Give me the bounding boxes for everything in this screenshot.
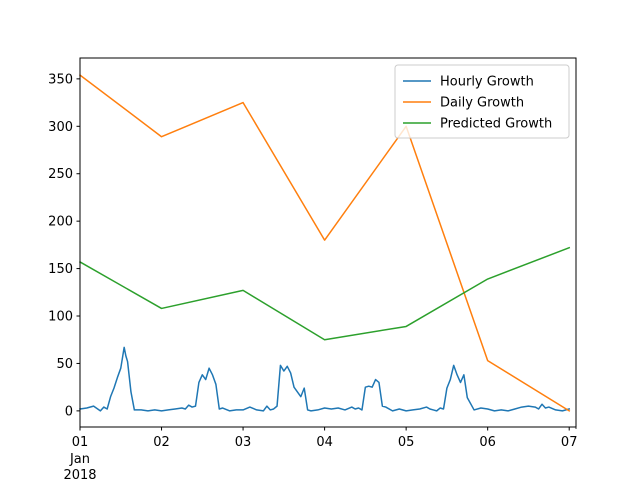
series-line-2 — [78, 74, 571, 412]
x-tick-label: 01 — [72, 435, 89, 450]
series-layer — [78, 74, 571, 412]
y-tick-label: 200 — [48, 215, 73, 230]
x-tick-sublabel-month: Jan — [69, 452, 90, 467]
legend-label-2: Daily Growth — [440, 96, 524, 111]
x-tick-label: 02 — [153, 435, 170, 450]
legend: Hourly Growth Daily Growth Predicted Growt… — [394, 64, 570, 139]
y-tick-label: 100 — [48, 310, 73, 325]
x-tick-label: 05 — [398, 435, 415, 450]
y-axis: 0 50 100 150 200 250 300 350 — [48, 72, 80, 419]
x-tick-sublabel-year: 2018 — [63, 468, 96, 480]
x-tick-label: 04 — [316, 435, 333, 450]
x-tick-label: 03 — [235, 435, 252, 450]
legend-label-3: Predicted Growth — [440, 117, 552, 132]
x-tick-label: 06 — [479, 435, 496, 450]
series-line-3 — [78, 246, 571, 341]
legend-label-1: Hourly Growth — [440, 75, 534, 90]
axes-frame — [79, 57, 577, 428]
y-tick-label: 350 — [48, 72, 73, 87]
y-tick-label: 250 — [48, 167, 73, 182]
legend-box — [394, 64, 570, 139]
y-tick-label: 0 — [65, 404, 73, 419]
y-tick-label: 150 — [48, 262, 73, 277]
y-tick-label: 50 — [56, 357, 73, 372]
y-tick-label: 300 — [48, 120, 73, 135]
series-line-1 — [79, 346, 571, 412]
x-tick-label: 07 — [561, 435, 578, 450]
